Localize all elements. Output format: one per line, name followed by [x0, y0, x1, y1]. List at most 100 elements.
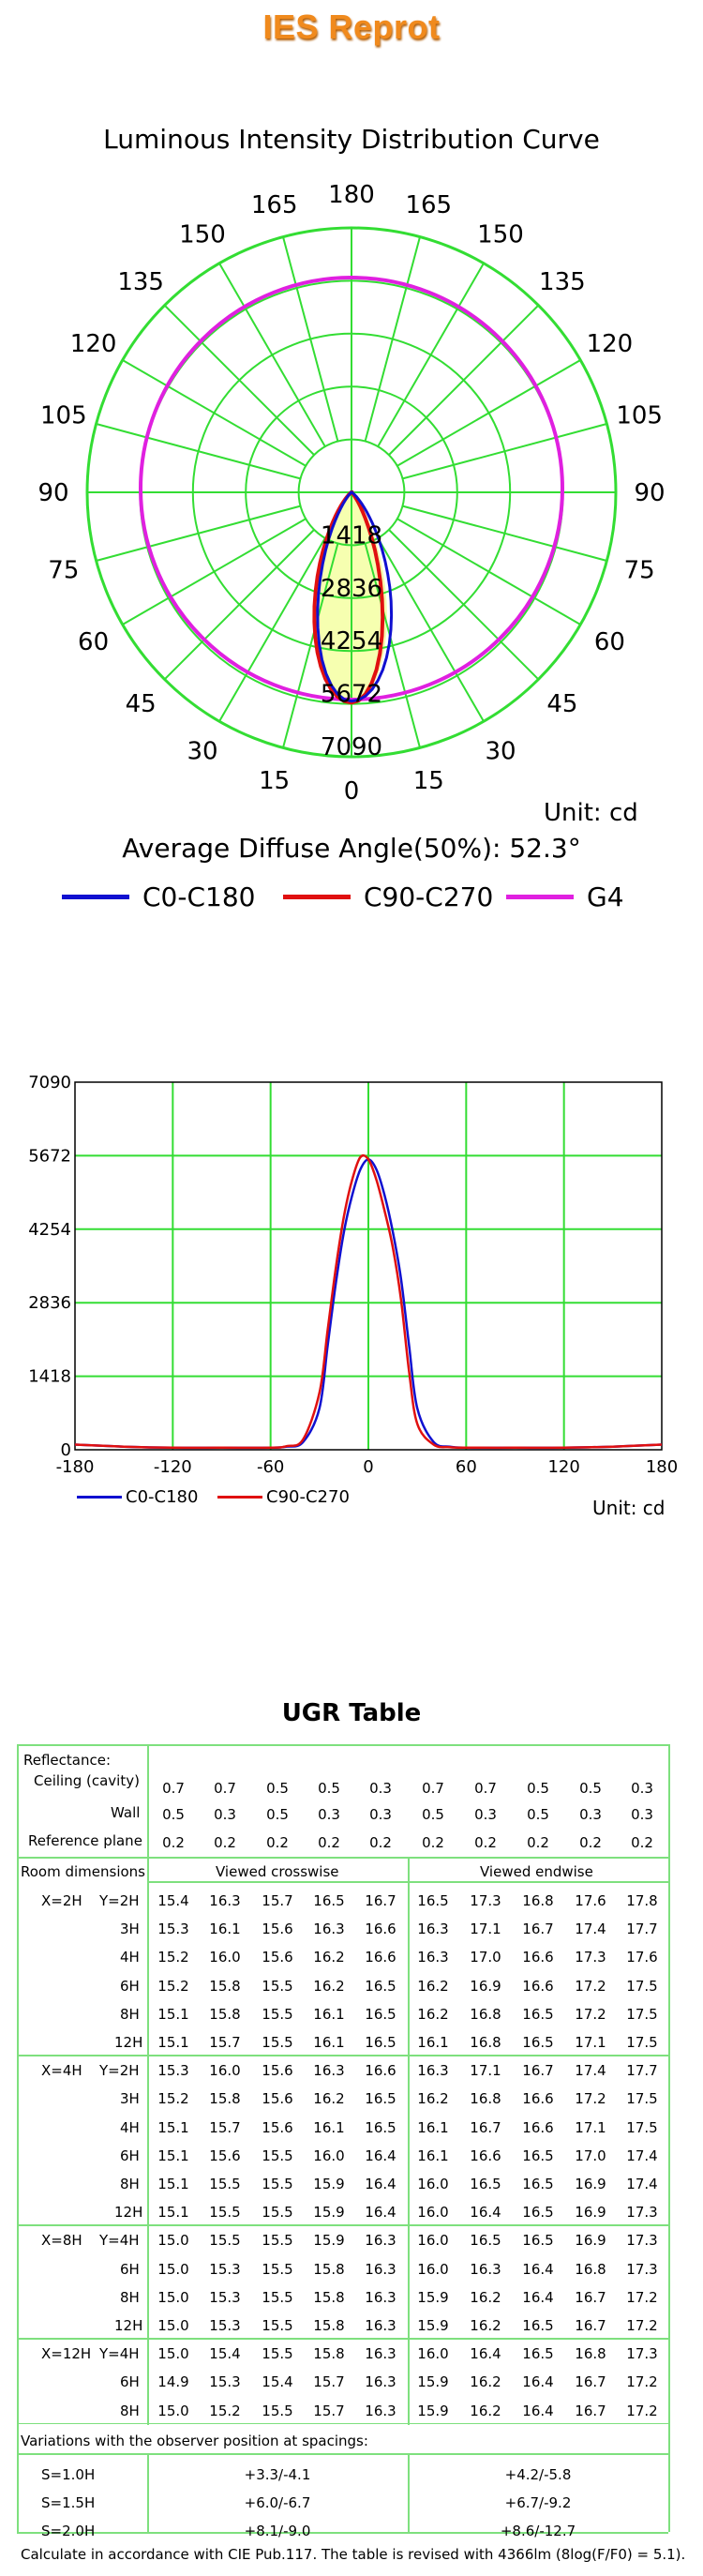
ugr-value: 16.0 [417, 2176, 449, 2192]
ugr-value: 16.5 [522, 2345, 554, 2363]
polar-ring-label: 5672 [321, 681, 382, 709]
ugr-value: 17.0 [575, 2147, 606, 2164]
ugr-value: 16.5 [522, 2005, 554, 2023]
ugr-value: 16.2 [470, 2373, 501, 2391]
ugr-value: 15.8 [313, 2288, 345, 2306]
room-y-dimension: 12H [114, 2204, 143, 2222]
ugr-value: 16.6 [365, 2062, 396, 2080]
ugr-value: 16.5 [365, 1977, 396, 1995]
ugr-value: 15.9 [417, 2317, 449, 2334]
ugr-value: 16.3 [365, 2373, 396, 2391]
ugr-value: 15.3 [209, 2373, 241, 2391]
ugr-value: 16.1 [417, 2118, 449, 2136]
ugr-value: 16.2 [313, 1949, 345, 1966]
polar-angle-label: 60 [594, 628, 625, 656]
ceiling-value: 0.5 [527, 1780, 549, 1797]
polar-angle-label: 165 [251, 191, 298, 219]
ugr-value: 15.5 [262, 2402, 293, 2419]
legend-swatch-blue [62, 895, 129, 899]
ugr-value: 16.3 [365, 2288, 396, 2306]
ugr-value: 15.5 [209, 2204, 241, 2222]
wall-value: 0.3 [579, 1806, 602, 1823]
legend-g4: G4 [506, 881, 624, 912]
ugr-value: 15.2 [157, 1977, 189, 1995]
ugr-value: 14.9 [157, 2373, 189, 2391]
room-y-dimension: Y=2H [99, 1892, 140, 1909]
ugr-value: 16.3 [313, 2062, 345, 2080]
room-x-dimension: X=4H [41, 2062, 82, 2080]
linear-intensity-chart: -180 -120 -60 0 60 120 180 0 1418 2836 4254 5672 709… [28, 1073, 678, 1477]
ugr-value: 15.0 [157, 2317, 189, 2334]
ugr-value: 16.3 [365, 2317, 396, 2334]
ugr-value: 15.3 [209, 2317, 241, 2334]
polar-intensity-chart: 1418283642545672709018016515013512010590… [37, 181, 665, 806]
ugr-value: 17.5 [626, 1977, 658, 1995]
wall-value: 0.5 [422, 1806, 444, 1823]
ugr-value: 15.1 [157, 2176, 189, 2192]
polar-angle-label: 135 [117, 268, 164, 296]
variation-crosswise: +8.1/-9.0 [244, 2523, 311, 2539]
ugr-table-line [17, 2224, 668, 2226]
ugr-value: 17.4 [626, 2176, 658, 2192]
ugr-value: 16.5 [365, 2005, 396, 2023]
room-y-dimension: Y=4H [99, 2232, 140, 2250]
ugr-value: 15.5 [262, 2147, 293, 2164]
ugr-value: 15.5 [262, 2034, 293, 2051]
ugr-value: 16.5 [470, 2176, 501, 2192]
polar-angle-label: 0 [344, 777, 360, 806]
viewed-crosswise-label: Viewed crosswise [216, 1863, 339, 1880]
ugr-value: 16.3 [365, 2345, 396, 2363]
room-y-dimension: 8H [120, 2005, 140, 2023]
reference-plane-value: 0.2 [318, 1834, 340, 1851]
polar-grid-spoke [388, 529, 540, 681]
ugr-value: 16.3 [365, 2232, 396, 2250]
ugr-value: 16.8 [470, 2005, 501, 2023]
ugr-value: 16.1 [417, 2147, 449, 2164]
wall-value: 0.3 [369, 1806, 392, 1823]
ugr-value: 17.4 [575, 1921, 606, 1938]
polar-chart-title: Luminous Intensity Distribution Curve [103, 124, 600, 155]
ceiling-value: 0.7 [422, 1780, 444, 1797]
ugr-value: 16.4 [522, 2260, 554, 2278]
polar-grid-spoke [377, 263, 485, 447]
ceiling-value: 0.3 [369, 1780, 392, 1797]
ugr-table-line [147, 2453, 149, 2532]
room-y-dimension: 8H [120, 2176, 140, 2192]
ugr-value: 16.3 [470, 2260, 501, 2278]
ugr-value: 16.7 [522, 2062, 554, 2080]
ugr-value: 16.5 [522, 2232, 554, 2250]
ugr-table-line [17, 1857, 668, 1859]
ugr-value: 17.2 [575, 2090, 606, 2108]
ugr-value: 15.9 [417, 2402, 449, 2419]
polar-angle-label: 90 [37, 479, 68, 507]
ugr-value: 16.4 [470, 2345, 501, 2363]
ugr-value: 16.6 [522, 2118, 554, 2136]
ugr-value: 17.3 [575, 1949, 606, 1966]
ugr-value: 16.7 [575, 2317, 606, 2334]
ugr-value: 15.0 [157, 2402, 189, 2419]
ugr-value: 16.8 [522, 1892, 554, 1909]
ugr-value: 15.5 [209, 2176, 241, 2192]
polar-grid-spoke [122, 518, 307, 625]
ceiling-value: 0.7 [474, 1780, 497, 1797]
reference-plane-value: 0.2 [162, 1834, 185, 1851]
polar-grid-spoke [364, 543, 421, 748]
ugr-footnote: Calculate in accordance with CIE Pub.117… [21, 2546, 686, 2563]
ugr-value: 16.5 [522, 2034, 554, 2051]
ugr-value: 15.0 [157, 2345, 189, 2363]
ugr-value: 16.6 [365, 1921, 396, 1938]
ugr-value: 15.9 [313, 2176, 345, 2192]
ugr-value: 15.4 [262, 2373, 293, 2391]
ugr-value: 16.1 [209, 1921, 241, 1938]
ugr-value: 15.9 [313, 2204, 345, 2222]
room-y-dimension: Y=2H [99, 2062, 140, 2080]
ugr-value: 15.8 [209, 1977, 241, 1995]
ugr-value: 16.2 [417, 2005, 449, 2023]
ugr-value: 16.7 [470, 2118, 501, 2136]
ugr-value: 15.8 [209, 2090, 241, 2108]
ugr-value: 16.3 [417, 2062, 449, 2080]
ugr-value: 16.8 [575, 2260, 606, 2278]
reference-plane-value: 0.2 [579, 1834, 602, 1851]
ugr-value: 16.6 [470, 2147, 501, 2164]
linear-x-tick-label: -120 [154, 1457, 192, 1477]
